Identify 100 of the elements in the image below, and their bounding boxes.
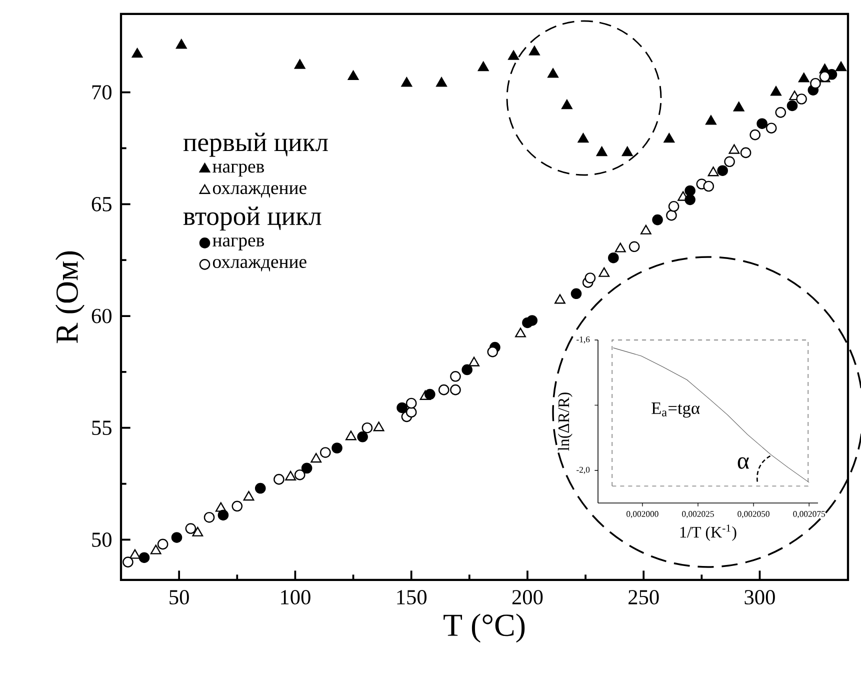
y-axis-title: ln(ΔR/R) xyxy=(558,392,572,451)
point xyxy=(766,122,777,134)
point xyxy=(622,146,633,156)
point xyxy=(786,100,798,112)
point xyxy=(176,39,187,49)
point xyxy=(185,523,196,534)
point xyxy=(740,147,752,158)
point xyxy=(608,252,619,264)
legend-label: охлаждение xyxy=(212,185,306,198)
point xyxy=(171,532,182,543)
x-tick-label: 250 xyxy=(628,590,659,604)
point xyxy=(362,422,373,434)
annotation: α xyxy=(738,457,749,469)
point xyxy=(462,364,472,376)
point xyxy=(584,272,596,284)
point xyxy=(478,61,489,72)
x-tick-label: 0,002050 xyxy=(738,511,770,518)
point xyxy=(652,214,663,226)
point xyxy=(285,470,296,480)
annotation: второй цикл xyxy=(183,206,322,231)
point xyxy=(129,549,140,559)
point xyxy=(717,165,728,176)
point xyxy=(526,315,538,326)
point xyxy=(192,526,204,536)
point xyxy=(150,544,162,554)
x-tick-label: 150 xyxy=(397,590,427,604)
point xyxy=(218,510,229,521)
point xyxy=(274,474,284,485)
point xyxy=(138,552,150,564)
legend-label: охлаждение xyxy=(212,259,306,272)
point xyxy=(664,133,675,143)
point xyxy=(570,288,582,300)
point xyxy=(508,50,519,60)
x-tick-label: 200 xyxy=(512,590,543,604)
y-tick-label: 55 xyxy=(92,420,112,435)
y-tick-label: 70 xyxy=(92,85,112,100)
point xyxy=(348,70,359,80)
point xyxy=(810,78,821,89)
point xyxy=(596,146,608,156)
point xyxy=(775,107,786,118)
point xyxy=(515,328,526,338)
x-tick-label: 50 xyxy=(170,590,189,604)
point xyxy=(724,156,735,168)
x-tick-label: 300 xyxy=(744,590,775,604)
x-tick-label: 100 xyxy=(281,590,310,604)
y-tick-label: 65 xyxy=(92,196,112,212)
point xyxy=(554,294,566,304)
point xyxy=(310,452,322,463)
point xyxy=(406,406,417,418)
point xyxy=(487,346,498,358)
point xyxy=(436,77,447,87)
point xyxy=(301,462,312,474)
point xyxy=(450,371,461,382)
y-tick-label: 50 xyxy=(92,532,112,547)
point xyxy=(796,94,807,104)
point xyxy=(684,194,696,206)
point xyxy=(204,512,215,523)
point xyxy=(373,422,384,432)
point xyxy=(733,102,744,112)
annotation: E$_{a}$=tgα xyxy=(652,402,700,418)
point xyxy=(132,48,143,58)
point xyxy=(640,224,652,234)
x-tick-label: 0,002025 xyxy=(682,511,714,518)
point xyxy=(614,242,626,252)
point xyxy=(401,77,412,87)
point xyxy=(396,402,408,414)
point xyxy=(668,200,680,212)
point xyxy=(357,431,368,442)
point xyxy=(450,384,461,396)
x-axis-title: T (°C) xyxy=(444,614,525,643)
point xyxy=(254,482,266,494)
point xyxy=(232,500,243,512)
legend-label: нагрев xyxy=(212,238,264,250)
point xyxy=(294,59,306,69)
y-tick-label: 60 xyxy=(92,308,112,324)
point xyxy=(562,100,572,110)
point xyxy=(628,241,640,252)
point xyxy=(332,442,342,454)
point xyxy=(243,491,254,501)
x-axis-title: 1/T (K$^{-1}$) xyxy=(680,524,736,541)
point xyxy=(424,388,436,400)
point xyxy=(528,46,540,56)
point xyxy=(598,267,610,277)
point xyxy=(756,118,768,130)
point xyxy=(708,166,719,176)
point xyxy=(703,180,714,192)
point xyxy=(122,556,134,568)
point xyxy=(294,469,306,480)
point xyxy=(666,210,677,221)
point xyxy=(684,185,696,196)
legend-label: нагрев xyxy=(212,164,264,176)
y-axis-title: R (Ом) xyxy=(55,251,84,344)
point xyxy=(770,86,782,96)
point xyxy=(728,144,740,154)
x-tick-label: 0,002000 xyxy=(626,511,658,518)
point xyxy=(346,430,356,440)
point xyxy=(157,538,168,550)
point xyxy=(798,72,810,82)
x-tick-label: 0,002075 xyxy=(793,511,826,518)
point xyxy=(548,68,558,78)
